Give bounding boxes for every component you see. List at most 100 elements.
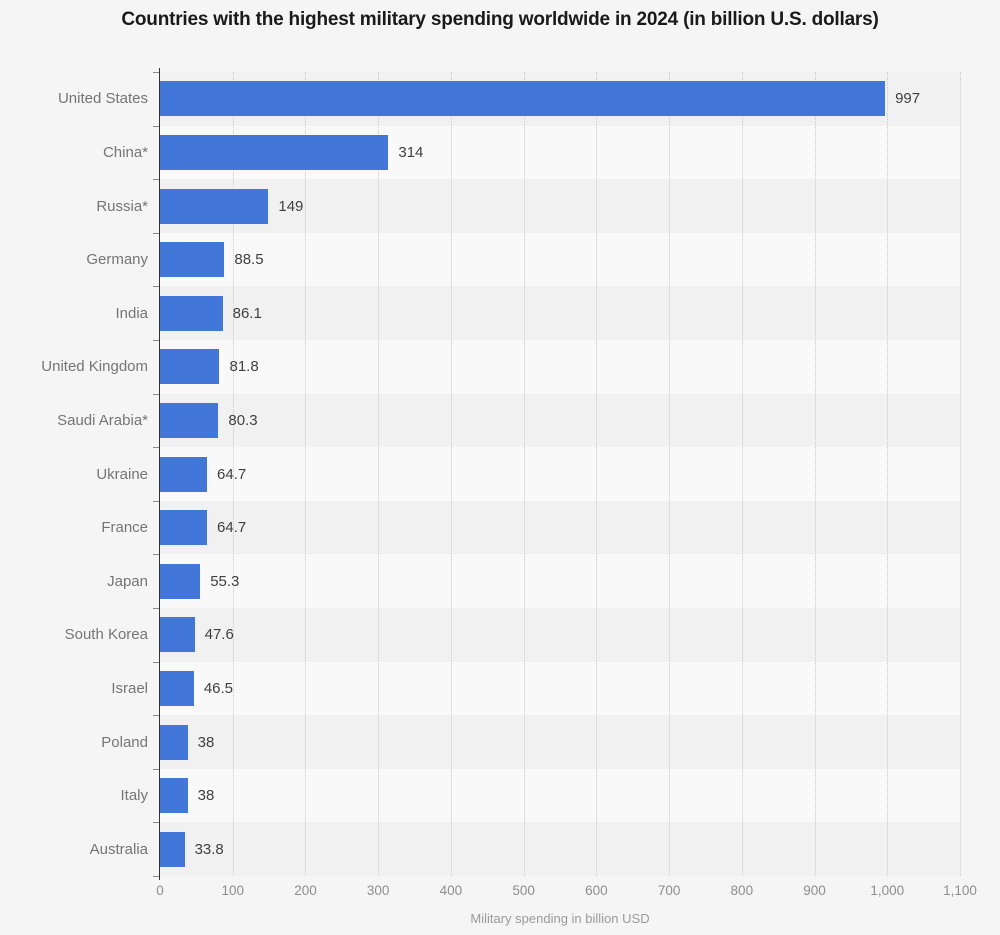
row-band <box>160 393 960 448</box>
row-band <box>160 500 960 555</box>
gridline <box>741 72 743 876</box>
y-axis-tick <box>153 286 159 288</box>
x-axis-tick-label: 400 <box>439 883 463 898</box>
category-label: Russia* <box>96 197 148 215</box>
gridline <box>814 72 816 876</box>
bar[interactable] <box>160 456 208 492</box>
bar[interactable] <box>160 778 188 814</box>
category-label: China* <box>102 143 148 161</box>
category-label: France <box>101 519 148 537</box>
row-band <box>160 554 960 608</box>
value-label: 81.8 <box>229 358 259 376</box>
y-axis-tick <box>153 72 159 73</box>
value-label: 149 <box>278 197 304 215</box>
y-axis-tick <box>153 232 159 234</box>
y-axis-tick <box>153 876 159 877</box>
x-axis-tick-label: 600 <box>585 883 608 898</box>
row-band <box>160 768 960 823</box>
category-label: Ukraine <box>96 465 148 483</box>
gridline <box>378 72 380 876</box>
category-label: United States <box>57 90 148 108</box>
value-label: 64.7 <box>217 519 247 537</box>
category-label: Australia <box>89 840 148 858</box>
y-axis-tick <box>153 661 159 663</box>
x-axis-tick-label: 900 <box>803 883 826 898</box>
x-axis-tick-label: 1,100 <box>943 883 977 898</box>
category-label: Saudi Arabia* <box>57 411 148 429</box>
row-band <box>160 608 960 662</box>
y-axis-tick <box>153 340 159 341</box>
row-band <box>160 715 960 769</box>
category-label: Israel <box>111 679 148 697</box>
bar[interactable] <box>160 510 208 546</box>
x-axis-tick-label: 700 <box>657 883 681 898</box>
row-band <box>160 179 960 233</box>
category-label: India <box>115 304 148 322</box>
value-label: 314 <box>398 143 424 161</box>
value-label: 47.6 <box>204 626 234 644</box>
bar[interactable] <box>160 617 195 653</box>
x-axis-tick-label: 500 <box>512 883 535 898</box>
value-label: 46.5 <box>203 679 234 697</box>
bar[interactable] <box>160 670 194 706</box>
value-label: 80.3 <box>228 411 258 429</box>
gridline <box>669 72 671 876</box>
bar[interactable] <box>160 188 269 224</box>
category-label: Japan <box>107 572 148 590</box>
value-label: 64.7 <box>217 465 247 483</box>
category-label: Italy <box>120 787 148 805</box>
bar[interactable] <box>160 295 223 331</box>
category-label: Poland <box>101 733 148 751</box>
row-band <box>160 340 960 394</box>
y-axis-tick <box>153 715 159 717</box>
x-axis-tick-label: 300 <box>366 883 390 898</box>
row-band <box>160 661 960 716</box>
gridline <box>232 72 234 876</box>
y-axis-tick <box>153 447 159 449</box>
value-label: 86.1 <box>232 304 262 322</box>
bar[interactable] <box>160 81 886 117</box>
gridline <box>450 72 452 876</box>
x-axis-tick-label: 100 <box>221 883 244 898</box>
category-label: South Korea <box>64 626 148 644</box>
gridline <box>305 72 307 876</box>
y-axis-tick <box>153 125 159 127</box>
bar[interactable] <box>160 563 201 599</box>
bar[interactable] <box>160 242 225 278</box>
bar[interactable] <box>160 134 389 170</box>
x-axis-tick-label: 200 <box>294 883 317 898</box>
row-band <box>160 822 960 876</box>
gridline <box>887 72 889 876</box>
chart-title: Countries with the highest military spen… <box>121 9 879 30</box>
bar[interactable] <box>160 724 188 760</box>
y-axis-tick <box>153 179 159 181</box>
x-axis-title: Military spending in billion USD <box>470 911 650 926</box>
y-axis-tick <box>153 768 159 770</box>
value-label: 33.8 <box>194 840 224 858</box>
row-band <box>160 447 960 501</box>
y-axis-tick <box>153 554 159 556</box>
value-label: 997 <box>895 90 921 108</box>
x-axis-tick-label: 800 <box>730 883 754 898</box>
x-axis-tick-label: 1,000 <box>870 883 905 898</box>
bar[interactable] <box>160 349 220 385</box>
value-label: 88.5 <box>234 251 264 269</box>
value-label: 55.3 <box>210 572 240 590</box>
y-axis-line <box>158 68 160 880</box>
category-label: Germany <box>86 251 148 269</box>
value-label: 38 <box>197 733 215 751</box>
category-label: United Kingdom <box>41 358 148 376</box>
gridline <box>960 72 961 876</box>
y-axis-tick <box>153 822 159 824</box>
row-band <box>160 286 960 340</box>
bar[interactable] <box>160 402 219 438</box>
value-label: 38 <box>197 787 215 805</box>
bar[interactable] <box>160 831 185 867</box>
y-axis-tick <box>153 393 159 395</box>
gridline <box>596 72 598 876</box>
row-band <box>160 232 960 287</box>
y-axis-tick <box>153 608 159 609</box>
x-axis-tick-label: 0 <box>156 883 164 898</box>
y-axis-tick <box>153 500 159 502</box>
